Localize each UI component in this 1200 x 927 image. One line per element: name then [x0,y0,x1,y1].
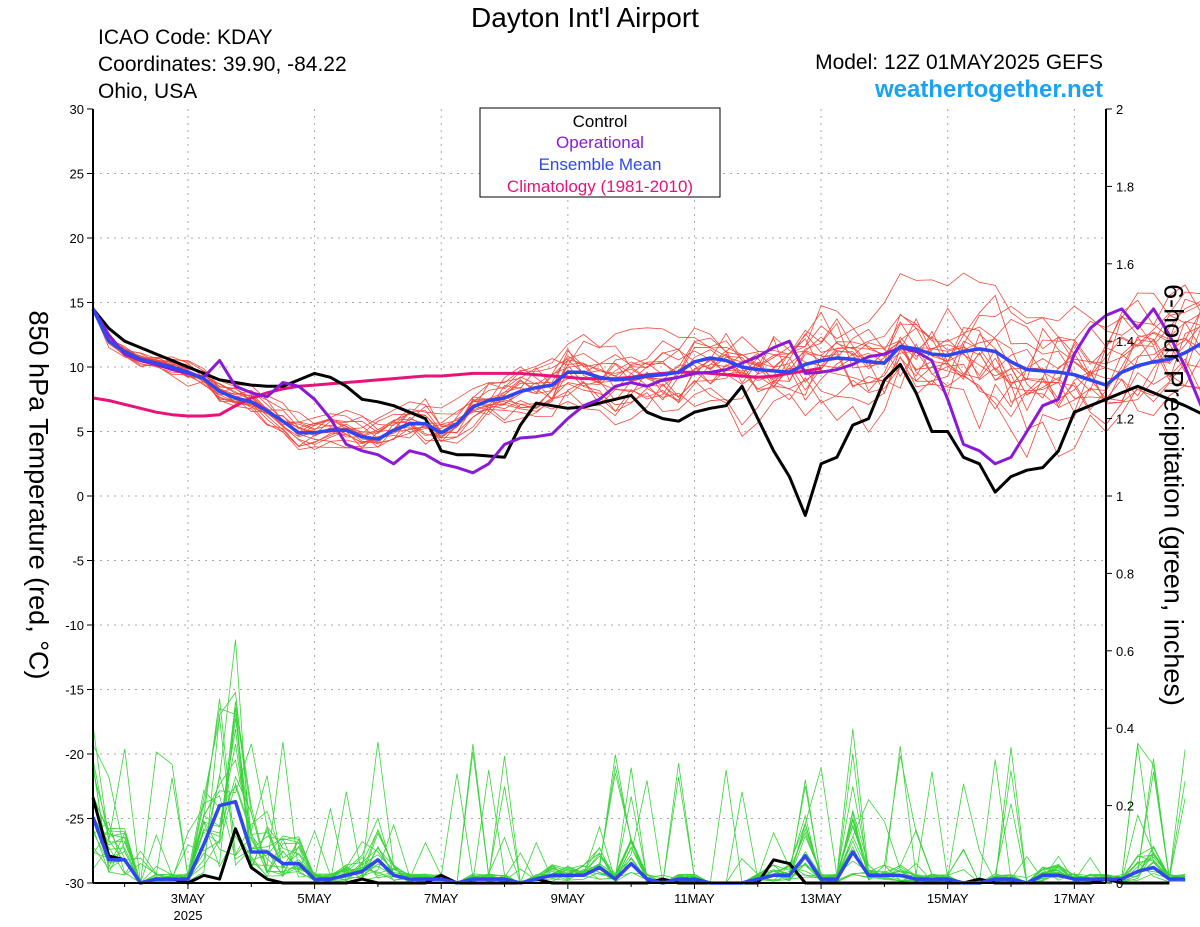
legend-control: Control [573,112,628,131]
gridlines [93,109,1106,883]
precipitation-member-line [92,745,1186,884]
legend-operational: Operational [556,133,644,152]
icao-code: ICAO Code: KDAY [98,26,273,49]
x-tick-label: 3MAY [171,891,206,906]
control-line [91,307,1200,517]
y-left-tick-label: -10 [65,618,84,633]
y-right-tick-label: 0.4 [1116,721,1134,736]
y-right-tick-label: 1.4 [1116,334,1134,349]
temperature-member-line [92,310,1200,434]
y-left-tick-label: -20 [65,747,84,762]
precipitation-member-line [92,743,1186,884]
site-link[interactable]: weathertogether.net [874,76,1103,103]
y-left-tick-label: 0 [77,489,84,504]
y-right-tick-label: 0.6 [1116,644,1134,659]
x-tick-label: 15MAY [927,891,969,906]
y-left-tick-label: 10 [70,360,84,375]
ensemble-mean-line [91,308,1200,441]
y-left-tick-label: 5 [77,425,84,440]
temperature-member-line [92,298,1200,451]
series-lines [91,307,1200,885]
y-right-tick-label: 1.8 [1116,179,1134,194]
x-tick-label: 5MAY [297,891,332,906]
y-left-tick-label: 15 [70,296,84,311]
precipitation-member-line [92,743,1186,884]
coordinates: Coordinates: 39.90, -84.22 [98,53,347,76]
temperature-member-line [92,272,1200,439]
legend-ensemble-mean: Ensemble Mean [539,155,662,174]
y-right-tick-label: 0.2 [1116,799,1134,814]
x-tick-label: 7MAY [424,891,459,906]
y-left-tick-label: 20 [70,231,84,246]
temperature-member-line [92,309,1200,436]
y-left-tick-label: 25 [70,167,84,182]
y-right-tick-label: 1.6 [1116,257,1134,272]
y-right-tick-label: 1.2 [1116,412,1134,427]
temperature-member-line [92,292,1200,451]
temperature-member-line [92,308,1200,444]
legend-climatology: Climatology (1981-2010) [507,177,693,196]
ensemble-mean-precip-line [91,799,1186,885]
axes: 302520151050-5-10-15-20-25-3021.81.61.41… [65,102,1134,923]
precipitation-member-line [92,639,1186,884]
y-left-tick-label: -25 [65,812,84,827]
page-title: Dayton Int'l Airport [471,2,699,33]
y-right-tick-label: 0.8 [1116,566,1134,581]
x-tick-sublabel: 2025 [174,908,203,923]
y-right-tick-label: 1 [1116,489,1123,504]
temperature-member-line [92,305,1200,444]
y-right-tick-label: 2 [1116,102,1123,117]
y-left-tick-label: -5 [72,554,84,569]
precipitation-ensemble-members [92,639,1186,885]
y-right-tick-label: 0 [1116,876,1123,891]
temperature-member-line [92,307,1200,447]
operational-line [91,307,1200,475]
x-tick-label: 9MAY [551,891,586,906]
x-tick-label: 13MAY [800,891,842,906]
model-run: Model: 12Z 01MAY2025 GEFS [815,51,1103,74]
y-left-tick-label: -15 [65,683,84,698]
y-axis-right-label: 6-hour Precipitation (green, inches) [1158,284,1189,706]
x-tick-label: 11MAY [674,891,715,906]
y-left-tick-label: -30 [65,876,84,891]
legend: Control Operational Ensemble Mean Climat… [479,107,721,198]
y-axis-left-label: 850 hPa Temperature (red, °C) [23,310,54,680]
temperature-ensemble-members [92,272,1200,459]
temperature-member-line [92,306,1200,442]
y-left-tick-label: 30 [70,102,84,117]
region: Ohio, USA [98,80,198,103]
x-tick-label: 17MAY [1054,891,1096,906]
